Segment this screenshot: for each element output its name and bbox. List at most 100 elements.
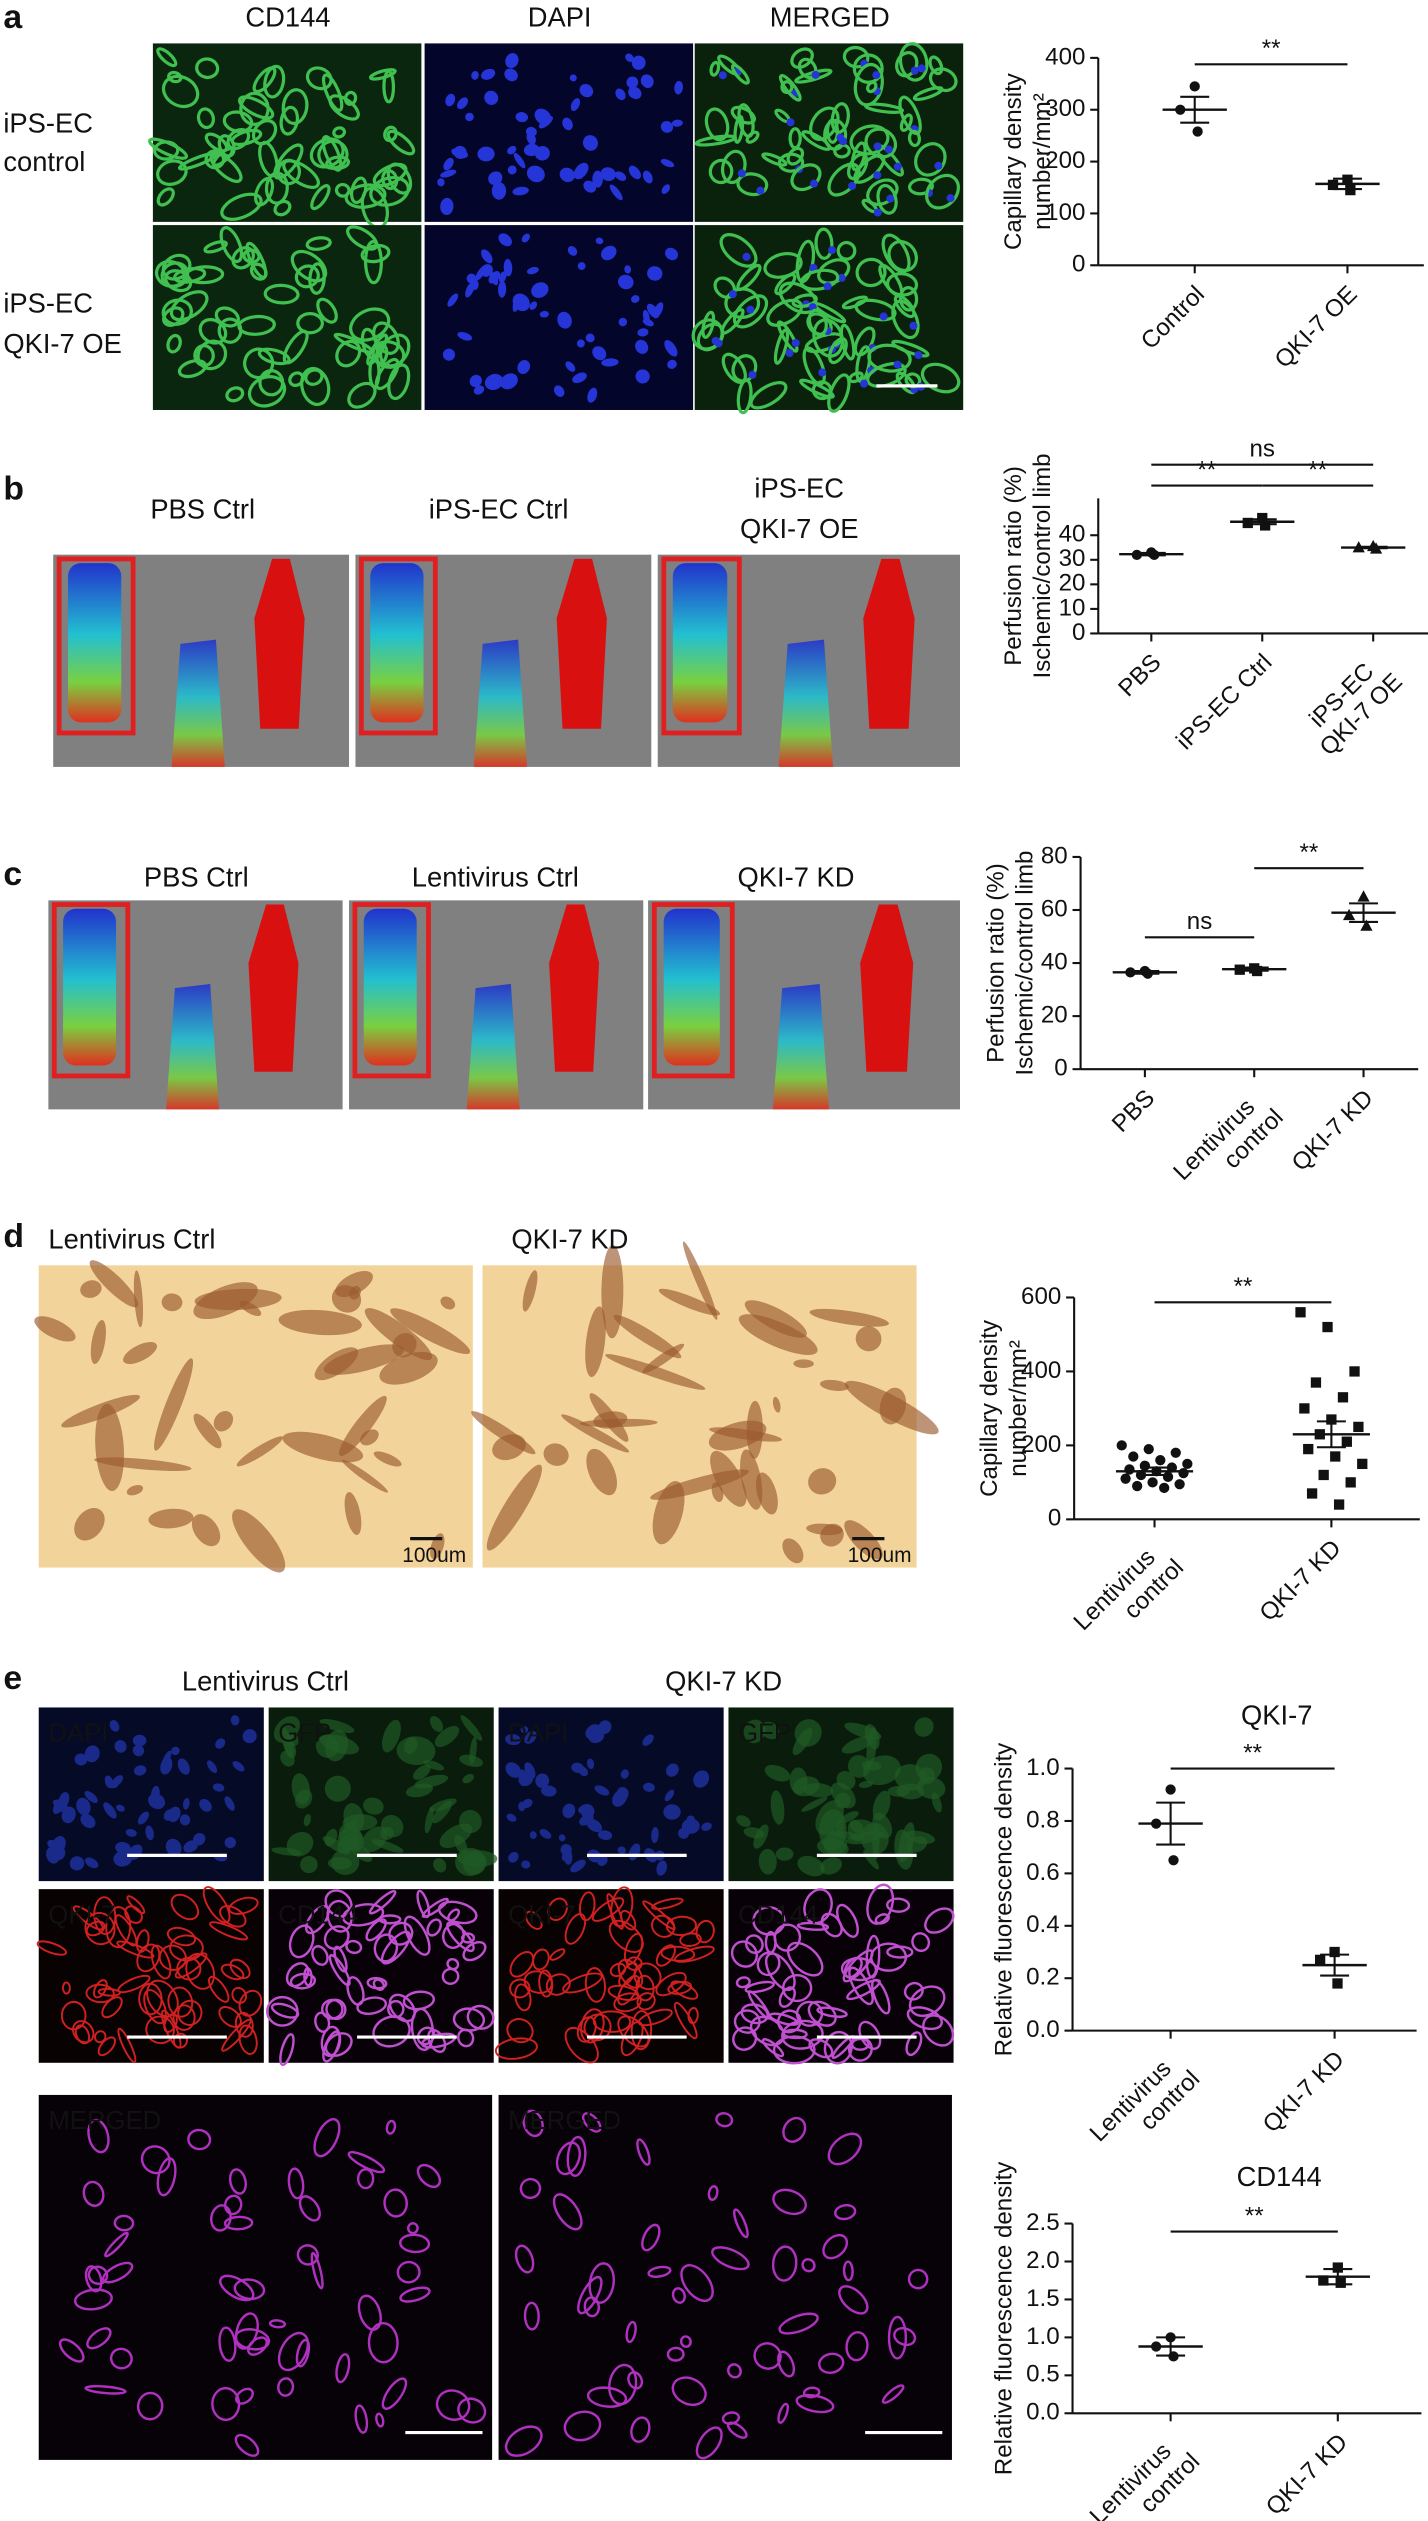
texture [132, 1744, 145, 1757]
texture [628, 86, 642, 100]
texture [526, 165, 545, 183]
texture [223, 2215, 254, 2231]
texture [169, 290, 209, 322]
texture [693, 1770, 710, 1788]
texture [279, 2033, 295, 2067]
texture [891, 339, 930, 358]
texture [341, 1459, 389, 1493]
texture [586, 2386, 628, 2408]
texture [802, 346, 826, 386]
texture [484, 90, 499, 105]
texture [179, 1814, 191, 1826]
texture [612, 1789, 628, 1807]
texture [647, 266, 663, 281]
texture [104, 1775, 114, 1789]
texture [86, 2327, 112, 2350]
texture [148, 137, 189, 160]
texture [361, 1826, 388, 1853]
texture [887, 2315, 908, 2360]
texture [586, 1448, 618, 1496]
texture [728, 290, 737, 299]
texture [503, 258, 513, 277]
texture [506, 2018, 534, 2044]
texture [764, 1952, 796, 1992]
x-tick-label: iPS-EC Ctrl [1171, 649, 1277, 755]
texture [724, 287, 761, 320]
significance-label: ** [1262, 35, 1281, 62]
data-point [1260, 520, 1271, 531]
texture [160, 1757, 173, 1775]
texture [733, 2208, 749, 2239]
texture [512, 296, 521, 312]
texture [440, 169, 457, 178]
row-label: QKI-7 OE [3, 328, 121, 359]
texture [681, 1818, 700, 1834]
y-tick-label: 0 [1072, 251, 1085, 278]
texture [313, 2118, 341, 2158]
texture [886, 194, 895, 203]
texture [396, 2260, 421, 2284]
significance-label: ** [1308, 456, 1327, 483]
texture [647, 2265, 672, 2278]
texture [610, 1886, 634, 1928]
texture [87, 2265, 109, 2285]
texture [946, 194, 955, 203]
data-point [1295, 1307, 1306, 1318]
texture [876, 183, 898, 215]
texture [840, 1957, 878, 1982]
y-tick-label: 0.0 [1026, 2016, 1060, 2043]
texture [803, 1783, 834, 1798]
texture [462, 1940, 487, 1962]
texture [310, 184, 331, 211]
texture [790, 47, 814, 69]
texture [855, 1326, 882, 1352]
data-point [1330, 1451, 1341, 1462]
texture [656, 1860, 668, 1876]
texture [541, 1785, 557, 1797]
texture [160, 261, 190, 289]
texture [156, 159, 188, 186]
texture [797, 1855, 825, 1877]
texture [884, 145, 893, 154]
texture [727, 2363, 742, 2379]
texture [778, 73, 802, 102]
texture [185, 1952, 216, 1990]
y-axis-label: Ischemic/control limb [1029, 453, 1056, 678]
texture [218, 2326, 237, 2362]
texture [132, 1734, 147, 1747]
texture [225, 386, 245, 403]
y-tick-label: 40 [1041, 948, 1068, 975]
ischemic-limb [363, 908, 417, 1066]
texture [113, 2214, 135, 2232]
texture [407, 2222, 419, 2235]
texture [390, 1308, 471, 1355]
error-bar [1316, 1420, 1346, 1449]
texture [413, 1764, 431, 1780]
texture [410, 2007, 435, 2051]
texture [187, 2128, 212, 2151]
texture [671, 2287, 686, 2304]
texture [743, 1719, 766, 1744]
texture [111, 1775, 124, 1787]
texture [626, 76, 639, 89]
roi-box [51, 902, 131, 1079]
texture [585, 333, 595, 343]
y-tick-label: 10 [1059, 594, 1086, 621]
texture [426, 1918, 442, 1937]
texture [61, 1981, 71, 1995]
texture [555, 2141, 581, 2176]
texture [208, 1975, 230, 2003]
texture [53, 1846, 66, 1861]
texture [276, 158, 302, 186]
group-label: Lentivirus Ctrl [182, 1666, 349, 1697]
texture [636, 2138, 651, 2166]
texture [631, 55, 646, 70]
y-tick-label: 200 [1045, 147, 1085, 174]
texture [505, 1762, 522, 1778]
texture [387, 363, 411, 401]
image-tile [38, 2094, 493, 2460]
texture [793, 1359, 814, 1368]
